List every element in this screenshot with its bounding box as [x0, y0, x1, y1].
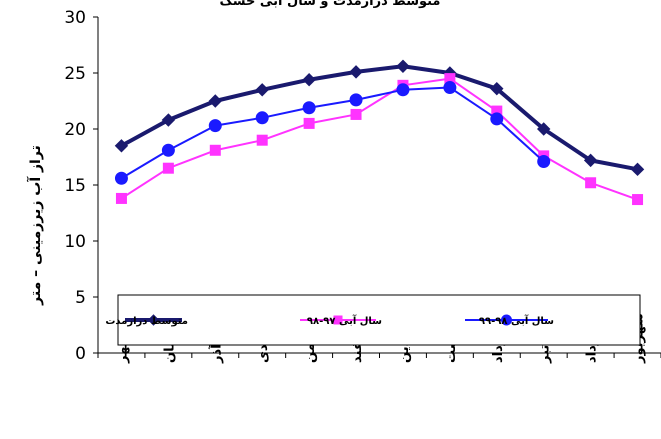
legend-label: سال آبی ۹۷-۹۸	[307, 314, 382, 327]
data-point	[208, 119, 222, 133]
data-point	[115, 192, 127, 204]
data-point	[333, 315, 343, 325]
series-line	[120, 77, 638, 201]
data-point	[302, 101, 316, 115]
y-tick-label: 25	[64, 64, 86, 84]
legend-label: متوسط درازمدت	[105, 316, 188, 327]
data-point	[537, 154, 551, 168]
data-point	[162, 162, 174, 174]
y-axis-label: تراز آب زیرزمینی – متر	[26, 145, 44, 306]
data-point	[350, 108, 362, 120]
data-point	[255, 111, 269, 125]
data-point	[302, 73, 316, 87]
data-point	[114, 139, 129, 153]
data-point	[114, 171, 128, 185]
data-point	[537, 122, 551, 136]
data-point	[208, 94, 222, 108]
y-tick-label: 30	[64, 8, 86, 28]
data-point	[396, 83, 410, 97]
y-tick-label: 20	[64, 120, 86, 140]
x-tick-label: تیر	[538, 345, 553, 364]
data-point	[490, 81, 504, 96]
legend: متوسط درازمدت سال آبی ۹۷-۹۸ سال آبی ۹۸-۹۹	[105, 294, 641, 346]
data-point	[490, 112, 504, 126]
y-tick-label: 10	[64, 232, 86, 252]
data-point	[396, 59, 410, 73]
x-tick-label: آذر	[207, 344, 224, 364]
data-point	[161, 113, 176, 127]
series-line	[120, 86, 545, 180]
data-point	[349, 65, 363, 79]
data-point	[632, 194, 644, 206]
x-tick-label: دی	[256, 344, 271, 363]
y-tick-label: 0	[75, 344, 86, 364]
data-point	[349, 93, 363, 107]
data-point	[630, 162, 645, 177]
data-point	[443, 81, 457, 95]
legend-label: سال آبی ۹۸-۹۹	[479, 314, 554, 327]
data-point	[255, 83, 269, 97]
y-tick-label: 5	[75, 288, 86, 308]
data-point	[161, 143, 175, 157]
data-point	[583, 153, 598, 168]
data-point	[256, 134, 268, 146]
data-point	[501, 314, 512, 326]
data-point	[303, 117, 315, 129]
data-point	[147, 314, 160, 326]
y-tick-label: 15	[64, 176, 86, 196]
chart-title: متوسط درازمدت و سال آبی خشک	[220, 0, 441, 9]
series-line	[120, 64, 638, 172]
data-point	[209, 144, 221, 156]
legend-box	[117, 294, 641, 346]
data-point	[585, 177, 597, 189]
